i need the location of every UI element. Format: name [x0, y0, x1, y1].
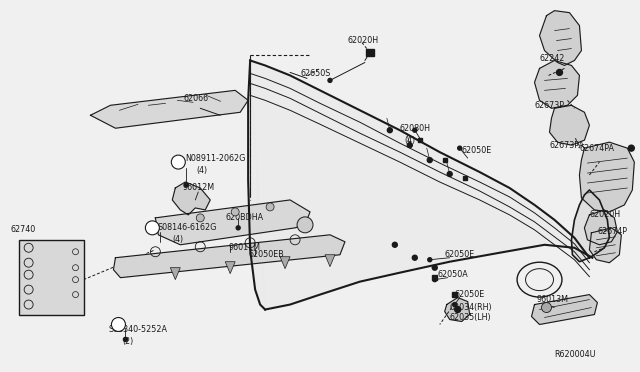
Circle shape [412, 255, 417, 260]
Text: 96013M: 96013M [536, 295, 568, 304]
Circle shape [458, 146, 461, 150]
Text: 96011M: 96011M [228, 243, 260, 252]
Text: 96012M: 96012M [182, 183, 214, 192]
Circle shape [452, 302, 457, 307]
Bar [443, 158, 447, 162]
Text: (4): (4) [405, 136, 416, 145]
Polygon shape [532, 295, 597, 324]
Text: 62050EB: 62050EB [248, 250, 284, 259]
Polygon shape [90, 90, 248, 128]
Circle shape [392, 242, 397, 247]
Text: S08340-5252A: S08340-5252A [108, 325, 168, 334]
Circle shape [196, 214, 204, 222]
Circle shape [557, 70, 563, 76]
Polygon shape [156, 200, 310, 245]
Circle shape [407, 143, 412, 148]
Circle shape [428, 258, 432, 262]
Polygon shape [248, 61, 593, 310]
Text: 62673PA: 62673PA [550, 141, 584, 150]
Text: 62020H: 62020H [348, 36, 379, 45]
Text: (2): (2) [122, 337, 134, 346]
Text: 62674P: 62674P [597, 227, 627, 236]
Circle shape [628, 145, 634, 151]
Polygon shape [113, 235, 345, 278]
Bar [366, 48, 374, 57]
Text: S: S [116, 321, 121, 327]
Text: 62050E: 62050E [461, 145, 492, 155]
Circle shape [111, 318, 125, 331]
Polygon shape [225, 262, 235, 274]
Bar [418, 138, 422, 142]
Circle shape [297, 217, 313, 233]
Text: N: N [175, 159, 181, 165]
Text: 62673P: 62673P [534, 101, 564, 110]
Text: S08146-6162G: S08146-6162G [157, 223, 217, 232]
Text: N08911-2062G: N08911-2062G [186, 154, 246, 163]
Circle shape [428, 158, 432, 163]
Circle shape [541, 302, 552, 312]
Circle shape [172, 155, 186, 169]
Bar [19, 240, 83, 314]
Text: 62242: 62242 [540, 54, 565, 63]
Polygon shape [170, 268, 180, 280]
Polygon shape [572, 190, 609, 262]
Circle shape [328, 78, 332, 82]
Bar [452, 292, 457, 297]
Bar [463, 176, 467, 180]
Polygon shape [172, 182, 210, 215]
Polygon shape [589, 228, 621, 263]
Circle shape [433, 278, 436, 282]
Polygon shape [280, 257, 290, 269]
Text: 62740: 62740 [11, 225, 36, 234]
Text: 62050E: 62050E [454, 290, 485, 299]
Polygon shape [534, 61, 579, 108]
Circle shape [266, 203, 274, 211]
Text: 62080H: 62080H [400, 124, 431, 133]
Text: 620BDHA: 620BDHA [225, 214, 263, 222]
Polygon shape [550, 105, 589, 145]
Text: 62035(LH): 62035(LH) [450, 313, 492, 322]
Text: 62050E: 62050E [445, 250, 475, 259]
Polygon shape [445, 298, 470, 321]
Polygon shape [325, 255, 335, 267]
Circle shape [145, 221, 159, 235]
Circle shape [447, 171, 452, 177]
Circle shape [231, 208, 239, 216]
Text: S: S [150, 225, 155, 231]
Text: (4): (4) [196, 166, 207, 174]
Text: 62674PA: 62674PA [579, 144, 614, 153]
Text: 62034(RH): 62034(RH) [450, 303, 492, 312]
Polygon shape [540, 11, 581, 65]
Polygon shape [579, 142, 634, 212]
Text: R620004U: R620004U [554, 350, 596, 359]
Text: (4): (4) [172, 235, 184, 244]
Circle shape [454, 307, 461, 312]
Text: 62050A: 62050A [438, 270, 468, 279]
Circle shape [413, 128, 417, 132]
Circle shape [124, 337, 127, 341]
Bar [432, 275, 437, 280]
Text: 62020H: 62020H [589, 211, 621, 219]
Circle shape [387, 128, 392, 133]
Circle shape [236, 226, 240, 230]
Circle shape [432, 265, 437, 270]
Circle shape [184, 183, 188, 187]
Polygon shape [584, 210, 618, 245]
Text: 62650S: 62650S [300, 69, 330, 78]
Text: 62066: 62066 [183, 94, 209, 103]
